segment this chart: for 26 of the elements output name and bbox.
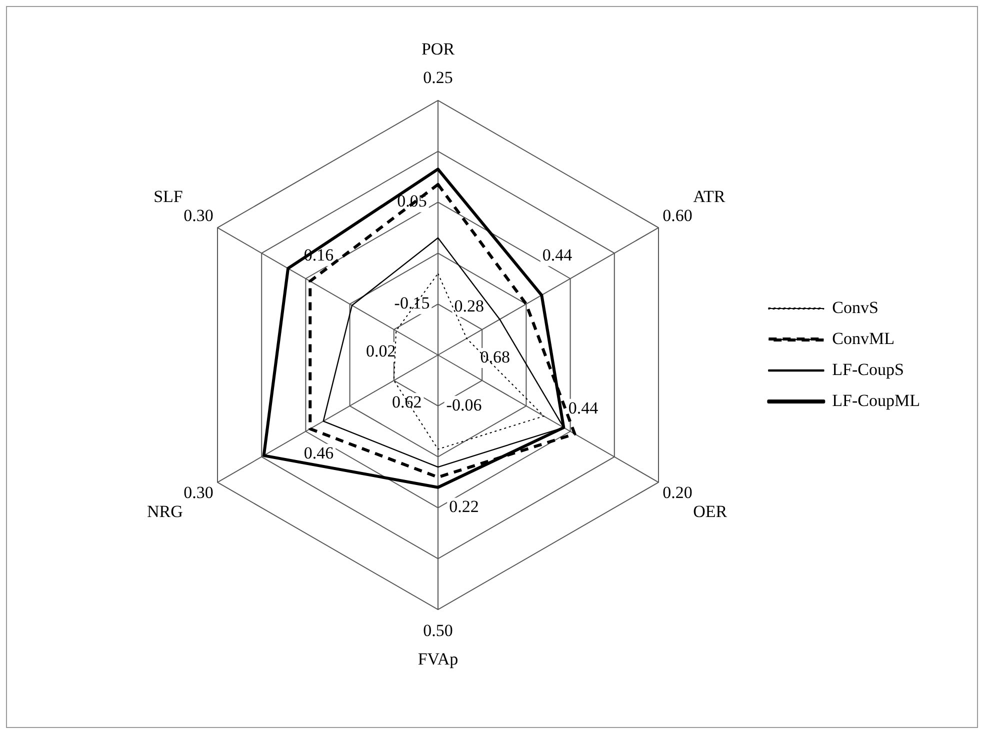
spoke-label: FVAp (418, 649, 458, 668)
text: 0.68 (480, 347, 510, 366)
text: -0.06 (446, 395, 482, 414)
legend-label: LF-CoupS (832, 360, 904, 379)
text: -0.15 (394, 294, 430, 313)
text: 0.02 (366, 342, 396, 361)
text: 0.20 (662, 482, 692, 502)
text: 0.28 (454, 296, 484, 316)
text: 0.60 (662, 206, 692, 226)
text: 0.44 (542, 246, 573, 265)
spoke-label: POR (421, 40, 456, 59)
text: 0.44 (568, 398, 599, 418)
legend-label: ConvML (832, 328, 895, 348)
text: 0.22 (449, 497, 479, 516)
text: 0.30 (184, 482, 214, 502)
spoke-label: NRG (146, 502, 183, 521)
spoke-label: SLF (154, 186, 183, 206)
text: 0.30 (184, 206, 214, 226)
spoke-label: OER (693, 502, 728, 521)
text: 0.46 (304, 443, 334, 462)
legend-label: LF-CoupML (832, 390, 920, 410)
legend-label: ConvS (832, 298, 878, 317)
text: 0.25 (423, 68, 453, 87)
spoke-label: ATR (693, 186, 726, 206)
text: 0.50 (423, 621, 453, 640)
text: 0.62 (392, 392, 422, 412)
